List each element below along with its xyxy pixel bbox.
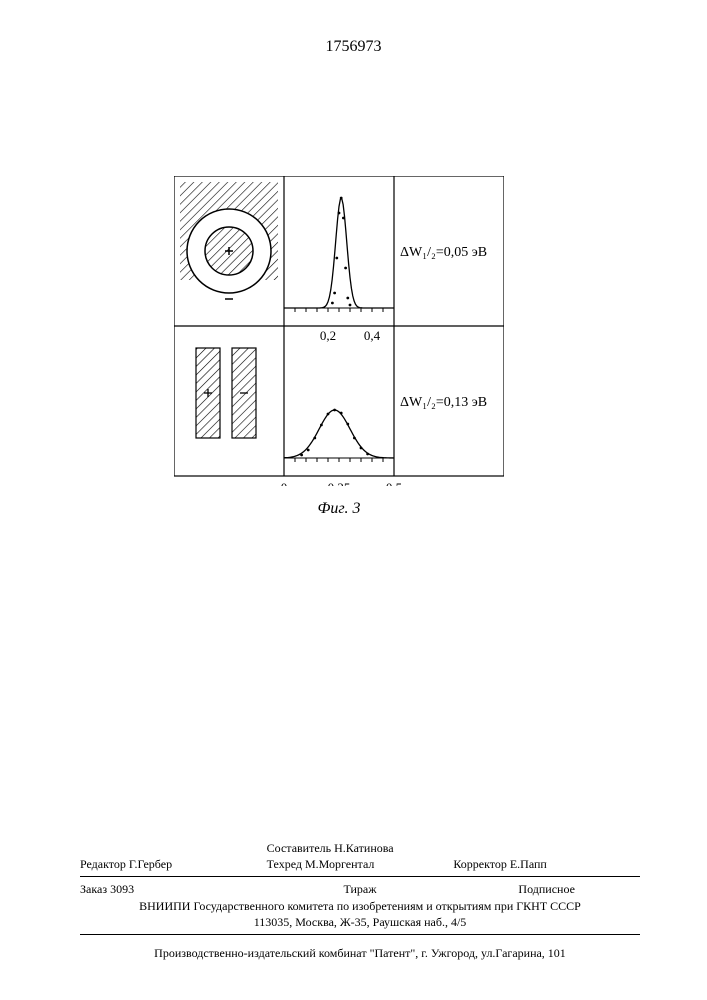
techred-name: М.Моргентал bbox=[305, 857, 374, 871]
order-num: 3093 bbox=[110, 882, 134, 896]
techred-label: Техред bbox=[267, 857, 302, 871]
svg-text:0,5: 0,5 bbox=[386, 480, 402, 486]
editor-name: Г.Гербер bbox=[129, 857, 172, 871]
corrector-label: Корректор bbox=[453, 857, 507, 871]
rule-2 bbox=[80, 934, 640, 935]
order-label: Заказ bbox=[80, 882, 107, 896]
credits-block: Редактор Г.Гербер Составитель Н.Катинова… bbox=[80, 840, 640, 939]
svg-text:0: 0 bbox=[281, 480, 288, 486]
compiler-label: Составитель bbox=[267, 841, 331, 855]
org-line2: 113035, Москва, Ж-35, Раушская наб., 4/5 bbox=[80, 914, 640, 930]
svg-text:0,25: 0,25 bbox=[328, 480, 351, 486]
corrector-cell: Корректор Е.Папп bbox=[453, 840, 640, 872]
editor-label: Редактор bbox=[80, 857, 126, 871]
page-number: 1756973 bbox=[0, 38, 707, 56]
editor-cell: Редактор Г.Гербер bbox=[80, 840, 267, 872]
svg-text:ΔW₁/₂=0,13 эВ: ΔW₁/₂=0,13 эВ bbox=[400, 395, 487, 410]
order-cell: Заказ 3093 bbox=[80, 881, 267, 897]
svg-text:0,2: 0,2 bbox=[320, 328, 336, 343]
figure-caption: Фиг. 3 bbox=[174, 500, 504, 518]
figure-3: 0,2 0,4 0 0,25 0,5 ΔW₁/₂=0,05 эВ ΔW₁/₂=0,13 эВ bbox=[174, 176, 504, 486]
org-line1: ВНИИПИ Государственного комитета по изоб… bbox=[80, 898, 640, 914]
footer-line: Производственно-издательский комбинат "П… bbox=[80, 946, 640, 961]
compiler-name: Н.Катинова bbox=[334, 841, 393, 855]
rule-1 bbox=[80, 876, 640, 877]
svg-text:ΔW₁/₂=0,05 эВ: ΔW₁/₂=0,05 эВ bbox=[400, 245, 487, 260]
subscribe-cell: Подписное bbox=[453, 881, 640, 897]
svg-text:0,4: 0,4 bbox=[364, 328, 381, 343]
corrector-name: Е.Папп bbox=[510, 857, 547, 871]
compiler-cell: Составитель Н.Катинова Техред М.Моргента… bbox=[267, 840, 454, 872]
tirazh-cell: Тираж bbox=[267, 881, 454, 897]
